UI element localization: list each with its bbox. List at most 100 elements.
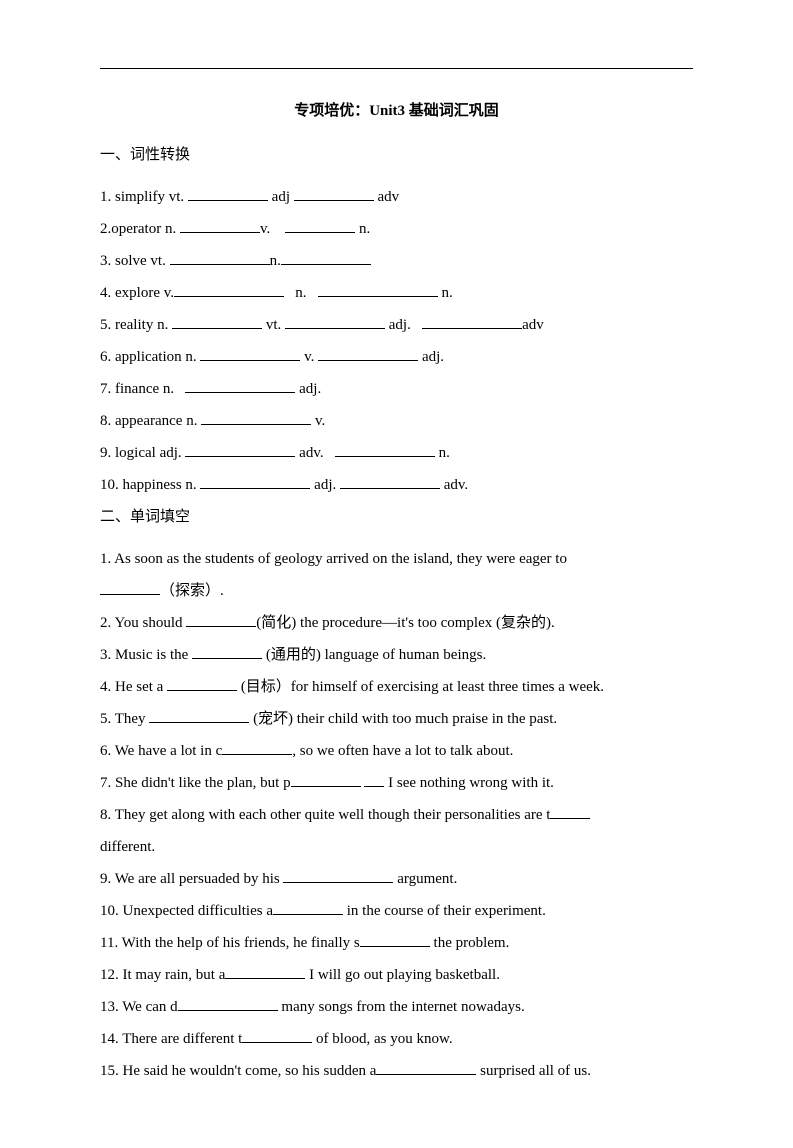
item-text: n. [359, 221, 370, 237]
item-num: 7. [100, 381, 111, 397]
item-text: logical adj. [115, 445, 182, 461]
s1-item-4: 4. explore v. n. n. [100, 278, 693, 308]
blank [376, 1060, 476, 1075]
item-text: , so we often have a lot to talk about. [292, 743, 513, 759]
item-text: (宠坏) their child with too much praise in… [249, 711, 557, 727]
s2-item-1b: （探索）. [100, 576, 693, 606]
item-text: explore v. [115, 285, 174, 301]
item-text: 15. He said he wouldn't come, so his sud… [100, 1063, 376, 1079]
item-num: 6. [100, 349, 111, 365]
blank [335, 442, 435, 457]
blank [178, 996, 278, 1011]
s2-item-8: 8. They get along with each other quite … [100, 800, 693, 830]
blank [281, 250, 371, 265]
blank [294, 186, 374, 201]
blank [200, 474, 310, 489]
s1-item-2: 2.operator n. v. n. [100, 214, 693, 244]
s2-item-12: 12. It may rain, but a I will go out pla… [100, 960, 693, 990]
s2-item-15: 15. He said he wouldn't come, so his sud… [100, 1056, 693, 1086]
item-text: adj. [422, 349, 444, 365]
item-text: 1. As soon as the students of geology ar… [100, 551, 567, 567]
item-text: 12. It may rain, but a [100, 967, 225, 983]
item-text: v. [304, 349, 314, 365]
item-text: I see nothing wrong with it. [384, 775, 554, 791]
item-text: 10. Unexpected difficulties a [100, 903, 273, 919]
item-text: n. [442, 285, 453, 301]
item-text: adj. [389, 317, 411, 333]
blank [291, 772, 361, 787]
blank [170, 250, 270, 265]
item-text: simplify vt. [115, 189, 184, 205]
s2-item-1: 1. As soon as the students of geology ar… [100, 544, 693, 574]
s1-item-8: 8. appearance n. v. [100, 406, 693, 436]
item-text: 8. They get along with each other quite … [100, 807, 550, 823]
item-text: 6. We have a lot in c [100, 743, 222, 759]
blank [180, 218, 260, 233]
item-text: adv [378, 189, 400, 205]
blank [200, 346, 300, 361]
blank [186, 612, 256, 627]
item-text: vt. [266, 317, 281, 333]
blank [172, 314, 262, 329]
blank [318, 346, 418, 361]
s1-item-1: 1. simplify vt. adj adv [100, 182, 693, 212]
item-text: 11. With the help of his friends, he fin… [100, 935, 360, 951]
item-text: adv. [444, 477, 468, 493]
item-text: argument. [393, 871, 457, 887]
item-text: n. [270, 253, 281, 269]
item-num: 3. [100, 253, 111, 269]
blank [149, 708, 249, 723]
item-text: 14. There are different t [100, 1031, 242, 1047]
s2-item-3: 3. Music is the (通用的) language of human … [100, 640, 693, 670]
item-num: 1. [100, 189, 111, 205]
item-text: operator n. [111, 221, 176, 237]
item-text: v. [260, 221, 270, 237]
s1-item-3: 3. solve vt. n. [100, 246, 693, 276]
blank [285, 314, 385, 329]
item-text: solve vt. [115, 253, 166, 269]
item-text: of blood, as you know. [312, 1031, 452, 1047]
blank [188, 186, 268, 201]
item-text: 9. We are all persuaded by his [100, 871, 283, 887]
section1-header: 一、词性转换 [100, 140, 693, 170]
blank [242, 1028, 312, 1043]
item-text: surprised all of us. [476, 1063, 591, 1079]
blank [174, 282, 284, 297]
item-num: 5. [100, 317, 111, 333]
s2-item-7: 7. She didn't like the plan, but p I see… [100, 768, 693, 798]
s2-item-5: 5. They (宠坏) their child with too much p… [100, 704, 693, 734]
item-text: reality n. [115, 317, 168, 333]
item-text: 3. Music is the [100, 647, 192, 663]
item-text: in the course of their experiment. [343, 903, 546, 919]
s1-item-5: 5. reality n. vt. adj. adv [100, 310, 693, 340]
s2-item-11: 11. With the help of his friends, he fin… [100, 928, 693, 958]
worksheet-page: 专项培优：Unit3 基础词汇巩固 一、词性转换 1. simplify vt.… [0, 0, 793, 1148]
page-title: 专项培优：Unit3 基础词汇巩固 [100, 99, 693, 120]
item-text: 13. We can d [100, 999, 178, 1015]
blank [225, 964, 305, 979]
item-num: 8. [100, 413, 111, 429]
blank [360, 932, 430, 947]
blank [273, 900, 343, 915]
item-text: 2. You should [100, 615, 186, 631]
s2-item-10: 10. Unexpected difficulties a in the cou… [100, 896, 693, 926]
s2-item-13: 13. We can d many songs from the interne… [100, 992, 693, 1022]
blank [222, 740, 292, 755]
item-num: 10. [100, 477, 119, 493]
item-text: adj. [299, 381, 321, 397]
item-text: I will go out playing basketball. [305, 967, 500, 983]
item-text: (通用的) language of human beings. [262, 647, 486, 663]
s1-item-7: 7. finance n. adj. [100, 374, 693, 404]
item-text: (简化) the procedure—it's too complex (复杂的… [256, 615, 554, 631]
item-text: v. [315, 413, 325, 429]
blank [364, 772, 384, 787]
item-text: many songs from the internet nowadays. [278, 999, 525, 1015]
s2-item-9: 9. We are all persuaded by his argument. [100, 864, 693, 894]
s1-item-6: 6. application n. v. adj. [100, 342, 693, 372]
item-num: 9. [100, 445, 111, 461]
item-text: 5. They [100, 711, 149, 727]
s1-item-9: 9. logical adj. adv. n. [100, 438, 693, 468]
blank [100, 580, 160, 595]
item-text: adj. [314, 477, 336, 493]
s2-item-8b: different. [100, 832, 693, 862]
